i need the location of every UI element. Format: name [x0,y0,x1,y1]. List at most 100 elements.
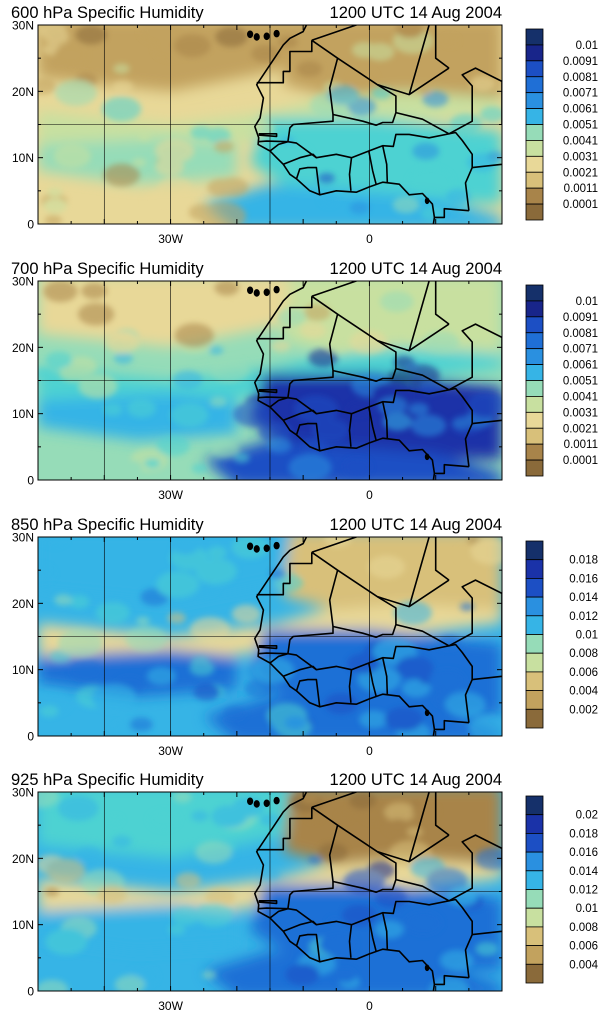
colorbar-box [525,348,544,365]
colorbar-label: 0.006 [569,941,598,953]
colorbar-box [525,316,544,334]
colorbar-box [525,851,544,872]
humidity-field [38,537,502,736]
colorbar-box [525,889,544,909]
colorbar-label: 0.0061 [563,104,598,116]
colorbar-box [525,443,544,461]
colorbar-label: 0.01 [576,40,598,52]
colorbar-box [525,76,544,94]
colorbar-label: 0.018 [569,828,598,840]
country-borders [247,25,502,224]
colorbar-box [525,578,544,598]
colorbar-label: 0.006 [569,667,598,679]
map-panel-3: 850 hPa Specific Humidity 1200 UTC 14 Aug… [11,516,599,758]
colorbar-label: 0.004 [569,686,598,698]
colorbar-label: 0.014 [569,866,598,878]
colorbar-box [525,380,544,397]
colorbar: 0.01 0.0091 0.0081 0.0071 0.0061 0.0051 0.0041… [525,28,598,221]
colorbar-label: 0.0001 [563,199,598,211]
lon-tick-label: 30W [158,744,183,758]
lon-tick-label: 0 [366,999,373,1013]
panel-time-title: 1200 UTC 14 Aug 2004 [330,771,502,789]
colorbar-box [525,708,544,729]
colorbar-label: 0.0021 [563,167,598,179]
colorbar-box [525,926,544,947]
map-panel-2: 700 hPa Specific Humidity 1200 UTC 14 Aug… [11,260,598,502]
lat-tick-label: 20N [12,597,34,611]
colorbar-box [525,187,544,205]
colorbar-label: 0.012 [569,885,598,897]
lat-tick-label: 30N [12,786,34,800]
colorbar-box [525,60,544,78]
colorbar-box [525,92,544,109]
colorbar-label: 0.0051 [563,376,598,388]
colorbar-label: 0.016 [569,573,598,585]
colorbar-box [525,459,544,477]
colorbar-box [525,364,544,381]
colorbar-label: 0.0061 [563,360,598,372]
colorbar-box [525,396,544,413]
lat-tick-label: 10N [12,663,34,677]
colorbar-box [525,814,544,834]
lat-lon-grid [38,281,502,480]
colorbar-label: 0.016 [569,847,598,859]
colorbar-label: 0.0091 [563,312,598,324]
colorbar-label: 0.018 [569,555,598,567]
lat-tick-label: 20N [12,852,34,866]
lat-tick-label: 30N [12,531,34,545]
lat-lon-grid [38,792,502,991]
colorbar-label: 0.002 [569,704,598,716]
colorbar-box [525,963,544,984]
colorbar: 0.01 0.0091 0.0081 0.0071 0.0061 0.0051 0.0041… [525,284,598,477]
lat-tick-label: 10N [12,151,34,165]
colorbar: 0.02 0.018 0.016 0.014 0.012 0.01 0.008 0.006 0.… [525,795,599,984]
colorbar-box [525,284,544,302]
colorbar-label: 0.0021 [563,423,598,435]
lat-tick-label: 10N [12,407,34,421]
lat-lon-grid [38,25,502,224]
lon-tick-label: 0 [366,488,373,502]
colorbar-box [525,108,544,125]
colorbar-box [525,155,544,173]
colorbar-label: 0.0081 [563,328,598,340]
colorbar-label: 0.01 [576,630,598,642]
lat-tick-label: 0 [27,730,34,744]
map-panel-1: 600 hPa Specific Humidity 1200 UTC 14 Aug… [11,4,598,246]
lon-tick-label: 30W [158,232,183,246]
panel-time-title: 1200 UTC 14 Aug 2004 [330,516,502,534]
colorbar-label: 0.0071 [563,88,598,100]
lat-tick-label: 0 [27,474,34,488]
colorbar-box [525,540,544,561]
colorbar-label: 0.02 [576,810,598,822]
colorbar-box [525,559,544,579]
colorbar-label: 0.0091 [563,56,598,68]
panel-level-title: 600 hPa Specific Humidity [11,4,204,22]
colorbar-label: 0.0041 [563,391,598,403]
panel-time-title: 1200 UTC 14 Aug 2004 [330,4,502,22]
lon-tick-label: 0 [366,744,373,758]
colorbar-label: 0.01 [576,903,598,915]
lat-tick-label: 30N [12,275,34,289]
colorbar-box [525,795,544,816]
lon-tick-label: 30W [158,999,183,1013]
colorbar-box [525,171,544,189]
lat-tick-label: 20N [12,85,34,99]
panel-level-title: 925 hPa Specific Humidity [11,771,204,789]
colorbar-box [525,945,544,965]
panel-level-title: 850 hPa Specific Humidity [11,516,204,534]
lat-tick-label: 30N [12,19,34,33]
lat-tick-label: 20N [12,341,34,355]
map-panel-4: 925 hPa Specific Humidity 1200 UTC 14 Aug… [11,771,599,1013]
colorbar-box [525,690,544,710]
humidity-field [38,25,502,224]
colorbar-label: 0.0081 [563,72,598,84]
country-borders [247,792,502,991]
colorbar-label: 0.008 [569,922,598,934]
colorbar-label: 0.0011 [564,183,598,195]
colorbar-label: 0.008 [569,648,598,660]
colorbar-box [525,140,544,157]
panel-time-title: 1200 UTC 14 Aug 2004 [330,260,502,278]
colorbar-label: 0.0001 [563,455,598,467]
lat-tick-label: 0 [27,218,34,232]
colorbar-label: 0.0051 [563,120,598,132]
